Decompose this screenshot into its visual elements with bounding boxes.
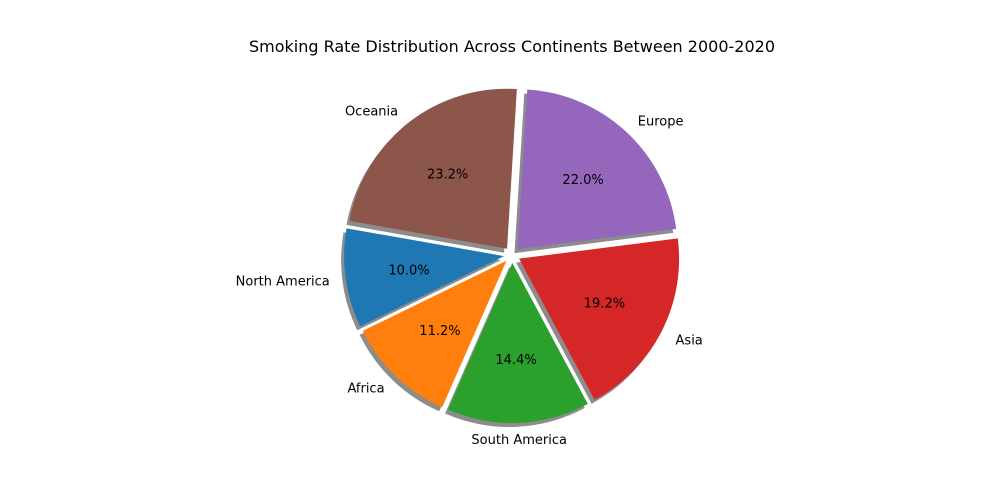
pct-label-oceania: 23.2% [427,167,468,182]
slice-europe [517,89,677,250]
slice-label-oceania: Oceania [345,104,398,119]
slice-north-america [344,228,505,327]
pct-label-north-america: 10.0% [388,263,429,278]
slice-labels: North America 10.0% Africa 11.2% South Ameri… [236,104,703,447]
pct-label-africa: 11.2% [419,324,460,339]
slice-label-africa: Africa [347,382,384,397]
slice-label-europe: Europe [638,115,684,130]
slice-south-america [448,262,588,423]
pct-label-south-america: 14.4% [495,353,536,368]
slice-africa [362,260,507,408]
slice-label-south-america: South America [471,433,567,448]
slice-oceania [349,88,517,249]
slice-asia [519,238,680,400]
pct-label-asia: 19.2% [584,297,625,312]
pie-slices [344,88,680,423]
pct-label-europe: 22.0% [562,173,603,188]
slice-label-asia: Asia [676,333,703,348]
chart-title: Smoking Rate Distribution Across Contine… [249,37,775,56]
slice-label-north-america: North America [236,275,330,290]
